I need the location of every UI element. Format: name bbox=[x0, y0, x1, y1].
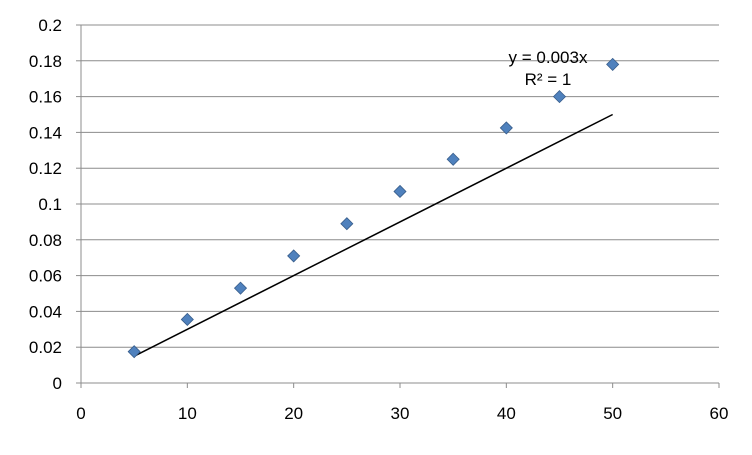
y-tick-label: 0.18 bbox=[29, 52, 62, 71]
axes bbox=[76, 24, 720, 388]
x-tick-label: 0 bbox=[76, 404, 85, 423]
x-tick-label: 60 bbox=[710, 404, 729, 423]
x-tick-label: 30 bbox=[391, 404, 410, 423]
y-tick-label: 0.06 bbox=[29, 267, 62, 286]
x-tick-label: 50 bbox=[603, 404, 622, 423]
x-tick-label: 10 bbox=[178, 404, 197, 423]
data-point bbox=[127, 345, 141, 359]
trendline-equation-label: y = 0.003x bbox=[509, 48, 588, 67]
trendline bbox=[133, 113, 614, 357]
data-point bbox=[340, 217, 354, 231]
y-tick-label: 0.04 bbox=[29, 302, 62, 321]
y-tick-label: 0.16 bbox=[29, 88, 62, 107]
y-tick-label: 0.2 bbox=[38, 16, 62, 35]
y-tick-label: 0 bbox=[53, 374, 62, 393]
x-tick-label: 20 bbox=[284, 404, 303, 423]
gridlines bbox=[81, 24, 719, 348]
data-points bbox=[127, 57, 620, 359]
y-tick-label: 0.12 bbox=[29, 159, 62, 178]
data-point bbox=[499, 121, 513, 135]
data-point bbox=[606, 57, 620, 71]
y-tick-label: 0.14 bbox=[29, 123, 62, 142]
data-point bbox=[180, 312, 194, 327]
y-tick-label: 0.02 bbox=[29, 338, 62, 357]
data-point bbox=[233, 281, 248, 295]
x-tick-labels: 0 10 20 30 40 50 60 bbox=[76, 404, 728, 423]
data-point bbox=[393, 184, 407, 199]
data-point bbox=[446, 152, 460, 166]
trendline-group bbox=[133, 113, 614, 357]
data-point bbox=[552, 90, 567, 104]
y-tick-label: 0.08 bbox=[29, 231, 62, 250]
trendline-r2-label: R² = 1 bbox=[525, 70, 572, 89]
y-tick-label: 0.1 bbox=[38, 195, 62, 214]
y-tick-labels: 0 0.02 0.04 0.06 0.08 0.1 0.12 0.14 0.16 0.18 0.2 bbox=[29, 16, 62, 393]
x-tick-label: 40 bbox=[497, 404, 516, 423]
trendline-annotations: y = 0.003x R² = 1 bbox=[509, 48, 588, 89]
data-point bbox=[287, 249, 301, 263]
